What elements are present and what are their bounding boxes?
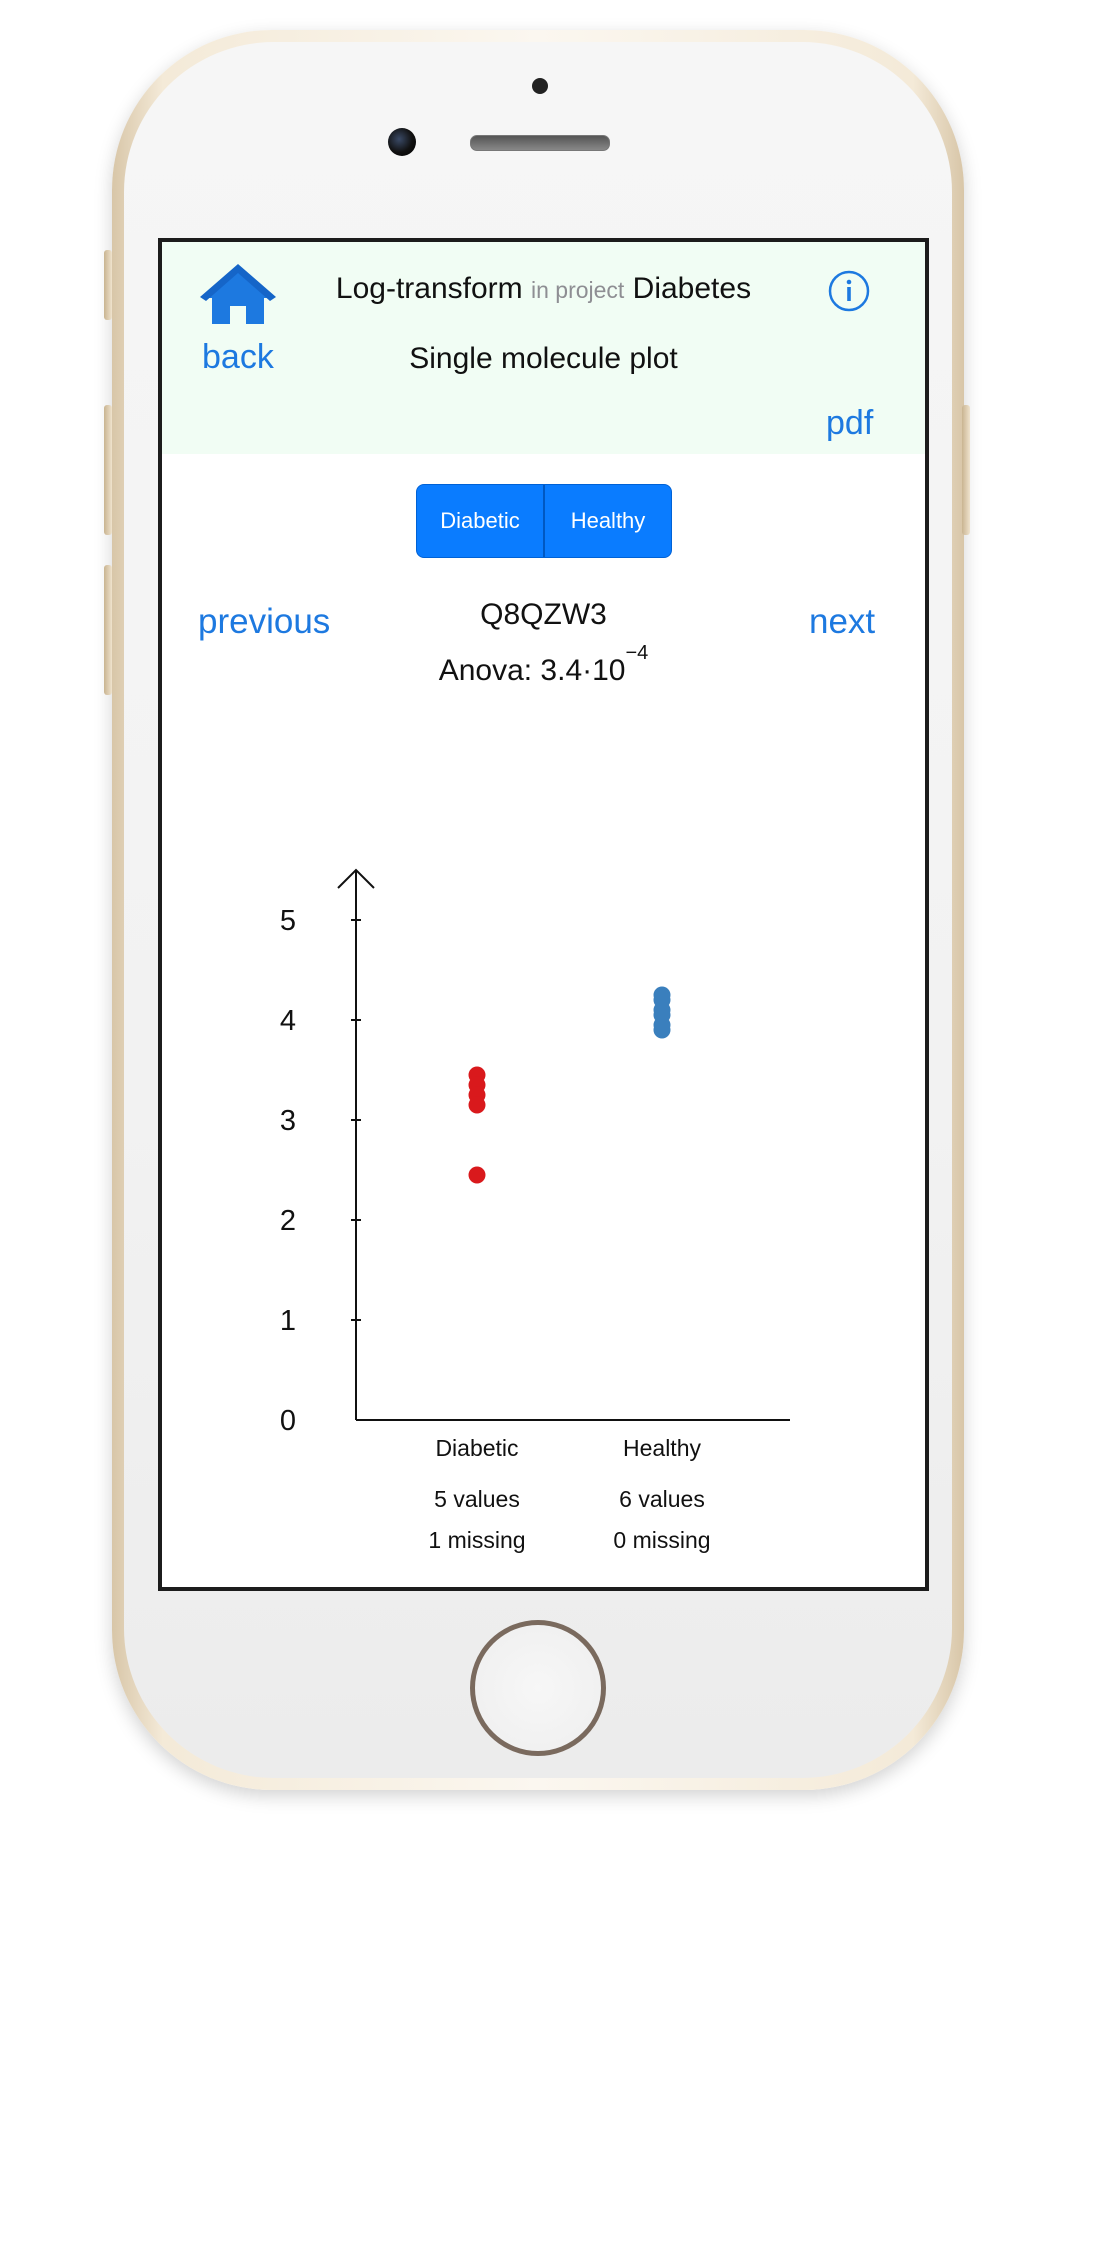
home-icon[interactable] — [200, 264, 276, 326]
anova-value: Anova: 3.4·10−4 — [162, 642, 925, 688]
y-tick-label: 3 — [280, 1105, 296, 1137]
single-molecule-chart: 0 1 2 3 4 5 Diabetic 5 values 1 missing Healthy 6 … — [280, 868, 790, 1553]
missing-count-label: 1 missing — [428, 1527, 525, 1553]
anova-exponent: −4 — [625, 642, 649, 664]
info-icon[interactable] — [828, 270, 870, 312]
data-point — [653, 1021, 671, 1039]
title-connector: in project — [531, 277, 625, 303]
data-point — [468, 1096, 486, 1114]
pdf-button[interactable]: pdf — [826, 404, 874, 442]
navigation-bar: Log-transform in project Diabetes back S… — [162, 242, 925, 454]
previous-button[interactable]: previous — [198, 602, 331, 641]
project-name: Diabetes — [632, 272, 752, 305]
y-tick-label: 4 — [280, 1005, 296, 1037]
volume-up-button — [104, 405, 112, 535]
power-button — [962, 405, 970, 535]
segment-diabetic[interactable]: Diabetic — [440, 508, 520, 533]
y-axis-arrow — [337, 868, 375, 889]
molecule-id: Q8QZW3 — [480, 598, 607, 631]
value-count-label: 5 values — [434, 1486, 520, 1512]
proximity-sensor — [532, 78, 548, 94]
mute-switch — [104, 250, 112, 320]
app-screen: Log-transform in project Diabetes back S… — [158, 238, 929, 1591]
volume-down-button — [104, 565, 112, 695]
y-tick-label: 5 — [280, 905, 296, 937]
title-name: Log-transform — [335, 272, 523, 305]
category-label: Diabetic — [435, 1435, 518, 1461]
y-tick-label: 1 — [280, 1305, 296, 1337]
missing-count-label: 0 missing — [613, 1527, 710, 1553]
page-title: Log-transform in project Diabetes — [162, 272, 925, 306]
page-subtitle: Single molecule plot — [409, 342, 678, 375]
y-tick-label: 2 — [280, 1205, 296, 1237]
front-camera — [388, 128, 416, 156]
group-segmented-control: Diabetic Healthy — [416, 484, 672, 558]
y-tick-label: 0 — [280, 1405, 296, 1437]
home-button[interactable] — [470, 1620, 606, 1756]
back-button[interactable]: back — [202, 338, 274, 376]
data-point — [468, 1166, 486, 1184]
category-label: Healthy — [623, 1435, 701, 1461]
anova-prefix: Anova: 3.4·10 — [438, 654, 626, 687]
next-button[interactable]: next — [809, 602, 876, 641]
segment-healthy[interactable]: Healthy — [543, 485, 671, 557]
earpiece-speaker — [470, 135, 610, 151]
value-count-label: 6 values — [619, 1486, 705, 1512]
